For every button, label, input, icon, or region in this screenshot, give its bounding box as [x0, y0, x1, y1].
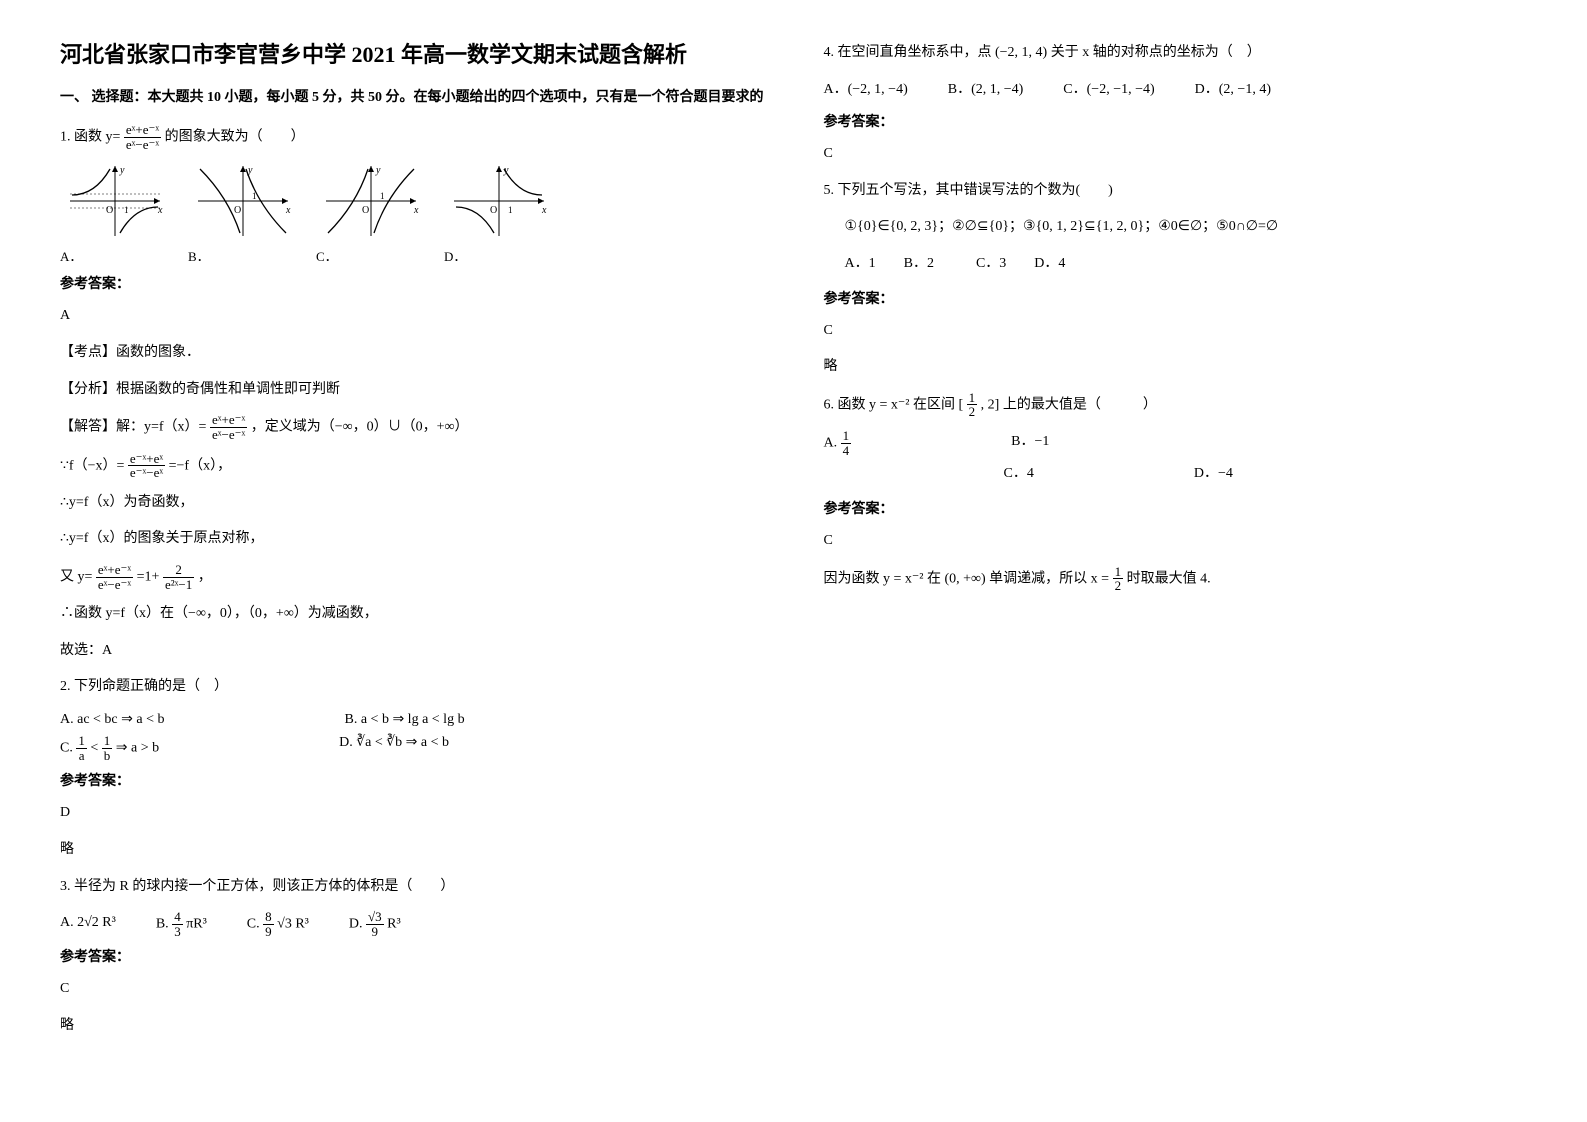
q6-B: B．−1 [1011, 429, 1049, 457]
q5-lue: 略 [824, 354, 1528, 381]
svg-text:x: x [285, 205, 291, 216]
graph-a: y x O 1 [60, 161, 170, 241]
q6-A: A. 14 [824, 429, 852, 457]
q5-items: ①{0}∈{0, 2, 3}；②∅⊆{0}；③{0, 1, 2}⊆{1, 2, … [845, 214, 1528, 241]
q6-stem: 6. 函数 y = x⁻² 在区间 [ 12 , 2] 上的最大值是（ ） [824, 391, 1528, 419]
q4-A: A．(−2, 1, −4) [824, 77, 908, 104]
q6-ans-label: 参考答案： [824, 498, 1528, 518]
q4-D: D．(2, −1, 4) [1195, 77, 1271, 104]
svg-text:1: 1 [508, 205, 513, 215]
q3-A: A. 2√2 R³ [60, 910, 116, 938]
q1-optA: A． [60, 246, 170, 265]
svg-text:x: x [541, 205, 547, 216]
q5-ans-label: 参考答案： [824, 288, 1528, 308]
q4-B: B．(2, 1, −4) [948, 77, 1024, 104]
q1-stem: 1. 函数 y= eˣ+e⁻ˣ eˣ−e⁻ˣ 的图象大致为（ ） [60, 123, 764, 151]
svg-text:x: x [413, 205, 419, 216]
q1-sol7: 故选：A [60, 638, 764, 665]
q2-C: C. 1a < 1b ⇒ a > b [60, 734, 159, 762]
q3-B: B. 43 πR³ [156, 910, 207, 938]
svg-text:O: O [490, 205, 497, 216]
q1-optC: C． [316, 246, 426, 265]
svg-text:y: y [375, 165, 381, 176]
section-intro: 一、 选择题：本大题共 10 小题，每小题 5 分，共 50 分。在每小题给出的… [60, 87, 764, 109]
svg-text:O: O [234, 205, 241, 216]
q1-sol3: ∴y=f（x）为奇函数， [60, 490, 764, 517]
q4-opts: A．(−2, 1, −4) B．(2, 1, −4) C．(−2, −1, −4… [824, 77, 1528, 104]
q3-ans: C [60, 976, 764, 1003]
svg-text:y: y [119, 165, 125, 176]
q2-B: B. a < b ⇒ lg a < lg b [345, 711, 465, 728]
q1-optD: D． [444, 246, 554, 265]
q1-ans-label: 参考答案： [60, 273, 764, 293]
graph-c: y x O 1 [316, 161, 426, 241]
q6-sol: 因为函数 y = x⁻² 在 (0, +∞) 单调递减，所以 x = 12 时取… [824, 565, 1528, 593]
q2-A: A. ac < bc ⇒ a < b [60, 711, 165, 728]
q3-opts: A. 2√2 R³ B. 43 πR³ C. 89 √3 R³ D. √39 R… [60, 910, 764, 938]
q4-stem: 4. 在空间直角坐标系中，点 (−2, 1, 4) 关于 x 轴的对称点的坐标为… [824, 40, 1528, 67]
svg-text:1: 1 [380, 191, 385, 201]
q4-ans: C [824, 141, 1528, 168]
q1-sol6: ∴函数 y=f（x）在（−∞，0），（0，+∞）为减函数， [60, 601, 764, 628]
q2-ans-label: 参考答案： [60, 770, 764, 790]
q5-stem: 5. 下列五个写法，其中错误写法的个数为( ) [824, 178, 1528, 205]
graph-d: y x O 1 [444, 161, 554, 241]
q6-C: C．4 [1004, 461, 1034, 488]
q4-C: C．(−2, −1, −4) [1063, 77, 1154, 104]
svg-text:O: O [106, 205, 113, 216]
q5-opts: A．1 B．2 C．3 D．4 [845, 251, 1528, 278]
q1-ans: A [60, 303, 764, 330]
q2-stem: 2. 下列命题正确的是（ ） [60, 674, 764, 701]
q1-sol4: ∴y=f（x）的图象关于原点对称， [60, 526, 764, 553]
graph-b: y x O 1 [188, 161, 298, 241]
q3-lue: 略 [60, 1013, 764, 1040]
q4-ans-label: 参考答案： [824, 111, 1528, 131]
page-title: 河北省张家口市李官营乡中学 2021 年高一数学文期末试题含解析 [60, 40, 764, 71]
q1-optB: B． [188, 246, 298, 265]
q6-opts: A. 14 B．−1 C．4 D．−4 [824, 429, 1528, 488]
q1-fx: 【分析】根据函数的奇偶性和单调性即可判断 [60, 377, 764, 404]
q6-D: D．−4 [1194, 461, 1233, 488]
svg-text:1: 1 [124, 205, 129, 215]
q2-ans: D [60, 800, 764, 827]
q1-frac: eˣ+e⁻ˣ eˣ−e⁻ˣ [124, 123, 161, 151]
q6-ans: C [824, 528, 1528, 555]
q1-stem-a: 1. 函数 y= [60, 130, 120, 145]
q1-sol5: 又 y= eˣ+e⁻ˣ eˣ−e⁻ˣ =1+ 2 e²ˣ−1 ， [60, 563, 764, 591]
q1-stem-b: 的图象大致为（ ） [165, 130, 305, 145]
q3-ans-label: 参考答案： [60, 946, 764, 966]
q2-lue: 略 [60, 837, 764, 864]
q1-sol2: ∵f（−x）= e⁻ˣ+eˣ e⁻ˣ−eˣ =−f（x）， [60, 452, 764, 480]
q5-ans: C [824, 318, 1528, 345]
q3-D: D. √39 R³ [349, 910, 401, 938]
q3-C: C. 89 √3 R³ [247, 910, 309, 938]
q2-D: D. ∛a < ∛b ⇒ a < b [339, 734, 449, 762]
q1-sol1: 【解答】解：y=f（x）= eˣ+e⁻ˣ eˣ−e⁻ˣ ，定义域为（−∞，0）∪… [60, 413, 764, 441]
q1-kp: 【考点】函数的图象． [60, 340, 764, 367]
svg-text:O: O [362, 205, 369, 216]
q3-stem: 3. 半径为 R 的球内接一个正方体，则该正方体的体积是（ ） [60, 874, 764, 901]
q1-graphs: y x O 1 A． y x [60, 161, 764, 265]
